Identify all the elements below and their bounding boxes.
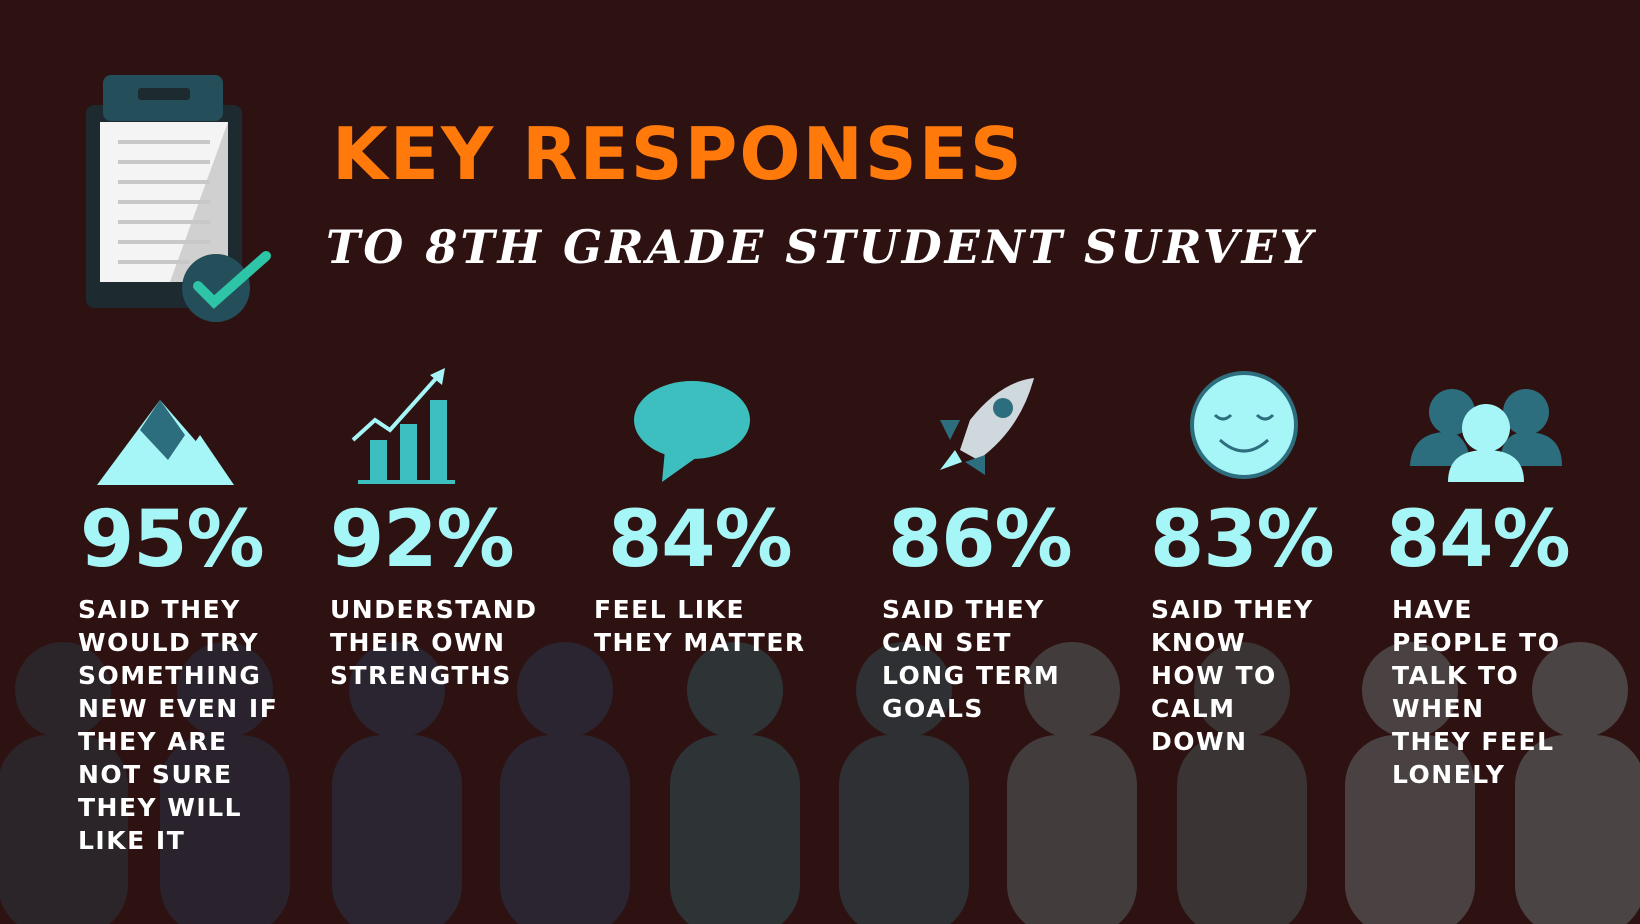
stat-description: SAID THEY KNOW HOW TO CALM DOWN xyxy=(1151,593,1334,758)
stat-column: 86% SAID THEY CAN SET LONG TERM GOALS xyxy=(882,495,1073,725)
description-line: GOALS xyxy=(882,694,984,723)
description-line: THEY WILL xyxy=(78,793,243,822)
stat-column: 83% SAID THEY KNOW HOW TO CALM DOWN xyxy=(1150,495,1335,758)
stat-description: SAID THEY WOULD TRY SOMETHING NEW EVEN IF TH… xyxy=(78,593,278,857)
description-line: UNDERSTAND xyxy=(330,595,538,624)
description-line: HAVE xyxy=(1392,595,1473,624)
smiley-icon xyxy=(1190,371,1298,479)
stat-value: 95% xyxy=(80,495,265,585)
stat-value: 83% xyxy=(1150,495,1335,585)
stat-column: 95% SAID THEY WOULD TRY SOMETHING NEW EVEN I… xyxy=(78,495,278,857)
description-line: LONG TERM xyxy=(882,661,1061,690)
description-line: NOT SURE xyxy=(78,760,233,789)
title: KEY RESPONSES xyxy=(332,112,1024,196)
description-line: THEY ARE xyxy=(78,727,228,756)
description-line: SAID THEY xyxy=(882,595,1045,624)
description-line: THEIR OWN xyxy=(330,628,506,657)
stat-value: 84% xyxy=(608,495,793,585)
description-line: WOULD TRY xyxy=(78,628,260,657)
description-line: CALM xyxy=(1151,694,1236,723)
speech-bubble-icon xyxy=(634,381,750,482)
growth-chart-icon xyxy=(351,368,455,484)
people-silhouettes xyxy=(0,642,1640,924)
description-line: SAID THEY xyxy=(78,595,241,624)
clipboard-icon xyxy=(86,75,271,322)
stat-value: 84% xyxy=(1386,495,1571,585)
stat-value: 92% xyxy=(330,495,515,585)
description-line: THEY MATTER xyxy=(594,628,806,657)
description-line: TALK TO xyxy=(1392,661,1520,690)
stat-column: 84% HAVE PEOPLE TO TALK TO WHEN THEY FEEL LONE… xyxy=(1386,495,1571,791)
description-line: KNOW xyxy=(1151,628,1247,657)
description-line: DOWN xyxy=(1151,727,1248,756)
stat-description: HAVE PEOPLE TO TALK TO WHEN THEY FEEL LONELY xyxy=(1392,593,1570,791)
description-line: SOMETHING xyxy=(78,661,262,690)
mountain-icon xyxy=(97,400,234,485)
description-line: STRENGTHS xyxy=(330,661,512,690)
description-line: LONELY xyxy=(1392,760,1506,789)
description-line: WHEN xyxy=(1392,694,1485,723)
description-line: FEEL LIKE xyxy=(594,595,746,624)
stat-value: 86% xyxy=(888,495,1073,585)
description-line: SAID THEY xyxy=(1151,595,1314,624)
stat-column: 84% FEEL LIKE THEY MATTER xyxy=(594,495,806,659)
description-line: THEY FEEL xyxy=(1392,727,1555,756)
description-line: PEOPLE TO xyxy=(1392,628,1561,657)
people-icon xyxy=(1410,389,1562,482)
stat-description: UNDERSTAND THEIR OWN STRENGTHS xyxy=(330,593,537,692)
description-line: NEW EVEN IF xyxy=(78,694,279,723)
description-line: HOW TO xyxy=(1151,661,1277,690)
stat-description: SAID THEY CAN SET LONG TERM GOALS xyxy=(882,593,1072,725)
description-line: CAN SET xyxy=(882,628,1012,657)
subtitle: TO 8TH GRADE STUDENT SURVEY xyxy=(326,220,1316,274)
description-line: LIKE IT xyxy=(78,826,186,855)
stat-column: 92% UNDERSTAND THEIR OWN STRENGTHS xyxy=(330,495,537,692)
stat-description: FEEL LIKE THEY MATTER xyxy=(594,593,806,659)
rocket-icon xyxy=(940,378,1034,475)
